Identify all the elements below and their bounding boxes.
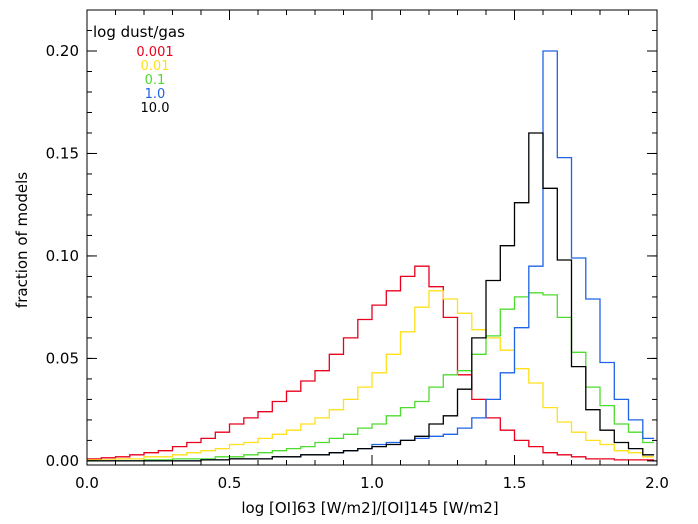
- y-axis-label: fraction of models: [13, 172, 31, 308]
- series-line-0-001: [87, 265, 655, 461]
- axis-ticks: [86, 9, 658, 465]
- series-layer: [87, 50, 655, 462]
- legend-entry-10-0: 10.0: [141, 101, 170, 116]
- series-line-0-01: [87, 290, 655, 461]
- legend-entry-0-1: 0.1: [145, 73, 166, 88]
- y-tick-label: 0.00: [46, 452, 79, 470]
- legend-entry-0-01: 0.01: [141, 59, 170, 74]
- x-tick-label: 2.0: [645, 474, 669, 492]
- series-line-0-1: [87, 292, 655, 462]
- x-tick-label: 0.5: [218, 474, 242, 492]
- series-line-10-0: [87, 132, 655, 462]
- y-tick-label: 0.10: [46, 247, 79, 265]
- y-tick-label: 0.05: [46, 349, 79, 367]
- y-tick-label: 0.20: [46, 42, 79, 60]
- series-line-1-0: [87, 50, 655, 462]
- x-axis-label: log [OI]63 [W/m2]/[OI]145 [W/m2]: [241, 499, 498, 517]
- x-tick-label: 1.0: [360, 474, 384, 492]
- legend-entry-0-001: 0.001: [136, 45, 173, 60]
- y-tick-label: 0.15: [46, 144, 79, 162]
- x-tick-label: 1.5: [503, 474, 527, 492]
- tick-labels: 0.0 0.5 1.0 1.5 2.0 0.00 0.05 0.10 0.15 0.20: [46, 42, 669, 492]
- legend-entry-1-0: 1.0: [145, 87, 166, 102]
- x-tick-label: 0.0: [75, 474, 99, 492]
- legend-title: log dust/gas: [93, 23, 185, 41]
